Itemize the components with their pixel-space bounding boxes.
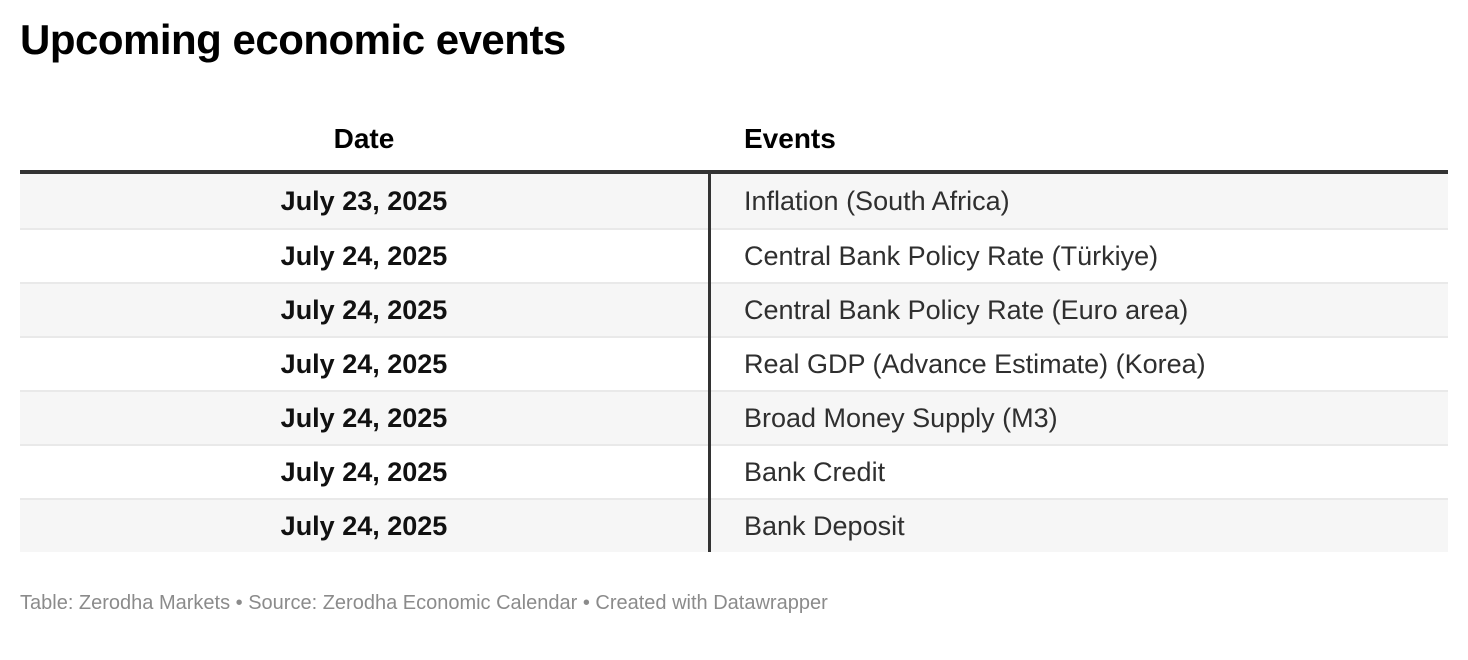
event-cell: Inflation (South Africa) [744, 185, 1010, 216]
table-header-row: Date Events [20, 108, 1448, 174]
page-title: Upcoming economic events [20, 16, 566, 63]
table-row: July 24, 2025 Central Bank Policy Rate (… [20, 228, 1448, 282]
date-cell: July 24, 2025 [280, 510, 448, 541]
column-header-events: Events [744, 123, 836, 154]
economic-events-table: Date Events July 23, 2025 Inflation (Sou… [20, 108, 1448, 552]
table-row: July 24, 2025 Bank Credit [20, 444, 1448, 498]
footer-attribution: Table: Zerodha Markets • Source: Zerodha… [20, 592, 828, 614]
event-cell: Central Bank Policy Rate (Türkiye) [744, 240, 1159, 271]
table-body: July 23, 2025 Inflation (South Africa) J… [20, 174, 1448, 552]
table-row: July 24, 2025 Bank Deposit [20, 498, 1448, 552]
event-cell: Bank Deposit [744, 510, 905, 541]
date-cell: July 24, 2025 [280, 348, 448, 379]
datawrapper-table-page: Upcoming economic events Date Events Jul… [0, 16, 1468, 615]
event-cell: Bank Credit [744, 456, 886, 487]
event-cell: Central Bank Policy Rate (Euro area) [744, 294, 1189, 325]
date-cell: July 24, 2025 [280, 240, 448, 271]
date-cell: July 23, 2025 [280, 185, 448, 216]
date-cell: July 24, 2025 [280, 456, 448, 487]
column-divider [708, 174, 711, 552]
table-row: July 24, 2025 Broad Money Supply (M3) [20, 390, 1448, 444]
date-cell: July 24, 2025 [280, 294, 448, 325]
table-row: July 24, 2025 Real GDP (Advance Estimate… [20, 336, 1448, 390]
date-cell: July 24, 2025 [280, 402, 448, 433]
event-cell: Real GDP (Advance Estimate) (Korea) [744, 348, 1206, 379]
table-row: July 24, 2025 Central Bank Policy Rate (… [20, 282, 1448, 336]
column-header-date: Date [333, 123, 395, 154]
event-cell: Broad Money Supply (M3) [744, 402, 1058, 433]
table-row: July 23, 2025 Inflation (South Africa) [20, 174, 1448, 228]
